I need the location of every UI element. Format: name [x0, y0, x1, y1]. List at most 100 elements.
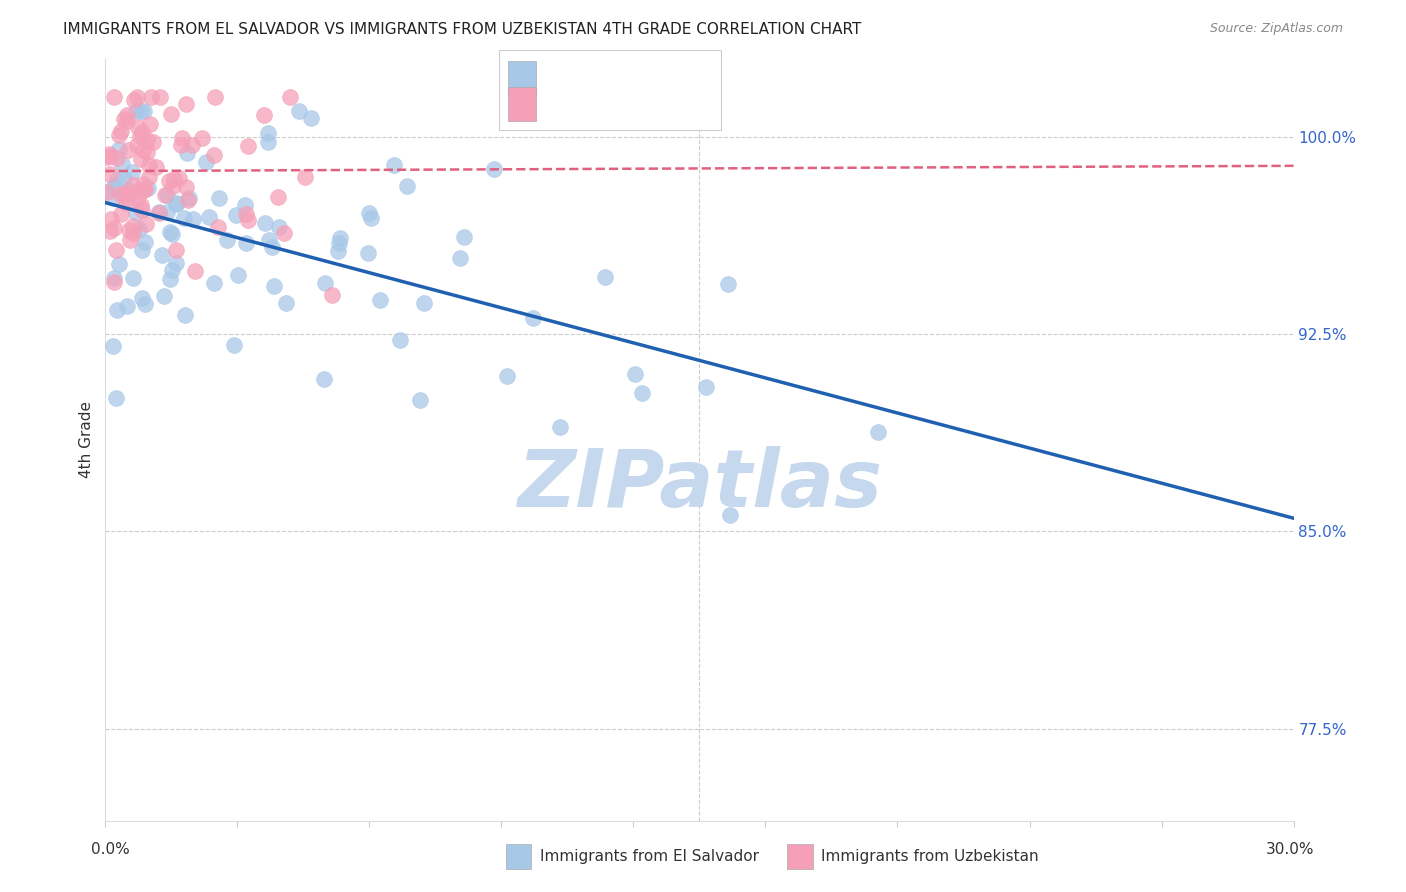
- Point: [120, 233, 142, 247]
- Point: [202, 148, 225, 162]
- Point: [122, 226, 145, 240]
- Point: [156, 187, 179, 202]
- Point: [131, 126, 153, 140]
- Point: [115, 191, 138, 205]
- Point: [273, 227, 295, 241]
- Point: [112, 170, 135, 185]
- Point: [122, 94, 145, 108]
- Point: [294, 170, 316, 185]
- Point: [191, 131, 214, 145]
- Point: [548, 419, 571, 434]
- Point: [695, 380, 717, 394]
- Point: [103, 339, 125, 353]
- Point: [276, 296, 298, 310]
- Point: [409, 393, 432, 408]
- Point: [138, 158, 160, 172]
- Point: [124, 206, 146, 220]
- Point: [134, 235, 156, 249]
- Point: [262, 239, 284, 253]
- Point: [128, 221, 150, 235]
- Point: [117, 108, 139, 122]
- Point: [96, 150, 118, 164]
- Point: [124, 103, 146, 118]
- Point: [314, 276, 336, 290]
- Point: [103, 90, 125, 104]
- Point: [141, 90, 163, 104]
- Point: [134, 103, 156, 118]
- Point: [108, 142, 131, 156]
- Point: [127, 90, 149, 104]
- Text: 30.0%: 30.0%: [1267, 842, 1315, 856]
- Point: [157, 174, 180, 188]
- Point: [624, 368, 647, 382]
- Point: [174, 96, 197, 111]
- Point: [121, 270, 143, 285]
- Point: [173, 308, 195, 322]
- Point: [108, 257, 131, 271]
- Point: [181, 211, 204, 226]
- Point: [103, 181, 125, 195]
- Point: [131, 291, 153, 305]
- Point: [114, 186, 136, 200]
- Point: [117, 114, 139, 128]
- Point: [226, 268, 249, 282]
- Text: IMMIGRANTS FROM EL SALVADOR VS IMMIGRANTS FROM UZBEKISTAN 4TH GRADE CORRELATION : IMMIGRANTS FROM EL SALVADOR VS IMMIGRANT…: [63, 22, 862, 37]
- Point: [718, 508, 741, 522]
- Point: [98, 224, 121, 238]
- Point: [269, 219, 291, 234]
- Point: [484, 161, 506, 176]
- Point: [174, 180, 197, 194]
- Point: [100, 211, 122, 226]
- Point: [253, 108, 276, 122]
- Point: [159, 272, 181, 286]
- Point: [98, 149, 121, 163]
- Point: [449, 252, 471, 266]
- Point: [127, 120, 149, 135]
- Point: [107, 303, 129, 318]
- Point: [138, 169, 160, 184]
- Point: [134, 182, 156, 196]
- Point: [267, 190, 290, 204]
- Point: [177, 193, 200, 207]
- Point: [631, 385, 654, 400]
- Point: [131, 244, 153, 258]
- Point: [103, 275, 125, 289]
- Text: 0.0%: 0.0%: [91, 842, 131, 856]
- Point: [278, 90, 301, 104]
- Point: [224, 337, 246, 351]
- Point: [866, 425, 889, 439]
- Point: [299, 112, 322, 126]
- Point: [112, 112, 135, 126]
- Point: [495, 369, 517, 384]
- Point: [162, 178, 184, 193]
- Point: [163, 172, 186, 186]
- Point: [114, 196, 136, 211]
- Point: [129, 198, 152, 212]
- Point: [105, 392, 128, 406]
- Point: [135, 217, 157, 231]
- Point: [117, 299, 139, 313]
- Point: [329, 231, 352, 245]
- Point: [207, 220, 229, 235]
- Point: [96, 186, 118, 200]
- Point: [156, 204, 179, 219]
- Point: [254, 216, 277, 230]
- Point: [236, 213, 259, 227]
- Point: [129, 103, 152, 118]
- Point: [97, 147, 120, 161]
- Point: [103, 178, 125, 193]
- Point: [165, 256, 187, 270]
- Text: Source: ZipAtlas.com: Source: ZipAtlas.com: [1209, 22, 1343, 36]
- Point: [105, 151, 128, 165]
- Point: [135, 132, 157, 146]
- Point: [127, 190, 149, 204]
- Point: [155, 188, 177, 202]
- Point: [288, 103, 311, 118]
- Point: [128, 129, 150, 144]
- Point: [103, 221, 125, 235]
- Point: [103, 191, 125, 205]
- Point: [150, 248, 173, 262]
- Point: [160, 227, 183, 242]
- Point: [184, 264, 207, 278]
- Point: [121, 219, 143, 233]
